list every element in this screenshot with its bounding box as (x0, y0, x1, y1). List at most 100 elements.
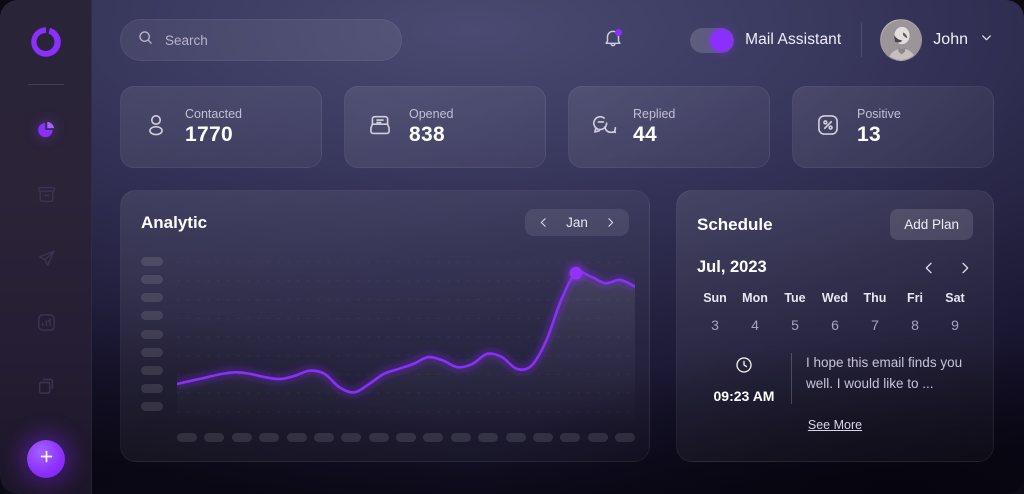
x-tick-placeholder (587, 432, 608, 442)
x-axis-placeholders (177, 421, 635, 447)
analytic-card: Analytic Jan (120, 190, 650, 462)
x-tick-placeholder (396, 432, 416, 442)
notifications-button[interactable] (598, 25, 628, 55)
sidebar-item-archive[interactable] (25, 173, 67, 215)
x-tick-placeholder (341, 432, 362, 442)
person-icon (143, 112, 169, 143)
search-input[interactable] (165, 32, 385, 48)
mail-assistant-control: Mail Assistant (690, 27, 841, 53)
calendar-weekday: Wed (821, 291, 849, 305)
profile-name: John (933, 31, 968, 48)
calendar-day[interactable]: 8 (911, 317, 919, 333)
avatar (880, 19, 923, 61)
calendar-day[interactable]: 3 (711, 317, 719, 333)
chart-svg (177, 253, 635, 421)
paper-plane-icon (36, 248, 57, 269)
top-header: Mail Assistant John (120, 18, 994, 62)
stat-card-contacted[interactable]: Contacted 1770 (120, 86, 322, 168)
percent-square-icon (815, 112, 841, 143)
event-time-block: 09:23 AM (697, 353, 791, 404)
calendar-day[interactable]: 7 (871, 317, 879, 333)
mail-assistant-toggle[interactable] (690, 27, 735, 53)
calendar-day[interactable]: 5 (791, 317, 799, 333)
stat-label: Contacted (185, 107, 242, 121)
copy-icon (36, 376, 57, 397)
calendar-weekday: Sun (703, 291, 727, 305)
sidebar-nav (25, 109, 67, 471)
stat-value: 44 (633, 123, 657, 146)
calendar-weekday: Thu (863, 291, 887, 305)
x-tick-placeholder (231, 432, 252, 442)
sidebar (0, 0, 92, 494)
event-preview-text: I hope this email finds you well. I woul… (806, 355, 963, 391)
chevron-down-icon[interactable] (979, 30, 994, 50)
y-tick-placeholder (141, 311, 163, 321)
x-tick-placeholder (478, 432, 499, 442)
add-plan-button[interactable]: Add Plan (890, 209, 973, 240)
calendar-prev-chevron-left-icon[interactable] (921, 260, 937, 276)
stat-label: Opened (409, 107, 454, 121)
sidebar-item-dashboard[interactable] (25, 109, 67, 151)
search-icon (137, 29, 154, 51)
event-time: 09:23 AM (713, 388, 775, 404)
calendar-next-chevron-right-icon[interactable] (957, 260, 973, 276)
header-divider (861, 23, 863, 57)
chart-highlight-point (569, 266, 583, 280)
search-bar[interactable] (120, 19, 402, 61)
chevron-left-icon[interactable] (537, 216, 550, 229)
y-tick-placeholder (141, 383, 163, 393)
sidebar-divider (28, 84, 64, 85)
notification-badge (615, 29, 623, 36)
x-tick-placeholder (450, 432, 471, 442)
stat-card-opened[interactable]: Opened 838 (344, 86, 546, 168)
logo-ring-icon[interactable] (26, 22, 66, 62)
calendar-day[interactable]: 6 (831, 317, 839, 333)
y-tick-placeholder (141, 275, 163, 285)
stat-value: 13 (857, 123, 881, 146)
chart-square-icon (36, 312, 57, 333)
event-divider (791, 353, 792, 404)
chevron-right-icon[interactable] (604, 216, 617, 229)
x-tick-placeholder (177, 432, 197, 442)
add-button[interactable] (27, 440, 65, 478)
month-picker[interactable]: Jan (525, 209, 629, 236)
main-content: Mail Assistant John (92, 0, 1024, 494)
x-tick-placeholder (532, 432, 553, 442)
header-actions: Mail Assistant John (598, 19, 994, 61)
stats-row: Contacted 1770 Opened 838 (120, 86, 994, 168)
line-chart[interactable] (177, 253, 635, 421)
month-value: Jan (566, 215, 588, 230)
calendar-weekday: Sat (945, 291, 965, 305)
stat-card-replied[interactable]: Replied 44 (568, 86, 770, 168)
calendar-weekdays: Sun Mon Tue Wed Thu Fri Sat (697, 291, 973, 305)
calendar-header: Jul, 2023 (697, 258, 973, 277)
schedule-card: Schedule Add Plan Jul, 2023 (676, 190, 994, 462)
x-tick-placeholder (615, 432, 635, 442)
y-tick-placeholder (141, 329, 163, 339)
pie-chart-icon (35, 119, 57, 141)
plus-icon (38, 448, 55, 470)
sidebar-item-reports[interactable] (25, 301, 67, 343)
sidebar-item-templates[interactable] (25, 365, 67, 407)
x-tick-placeholder (313, 432, 334, 442)
schedule-event[interactable]: 09:23 AM I hope this email finds you wel… (697, 353, 973, 404)
calendar-days: 3 4 5 6 7 8 9 (697, 317, 973, 333)
profile-menu[interactable]: John (880, 19, 994, 61)
plot-column (167, 253, 635, 447)
stat-card-positive[interactable]: Positive 13 (792, 86, 994, 168)
y-tick-placeholder (141, 402, 163, 411)
chart-area-fill (177, 271, 635, 421)
clock-icon (734, 355, 754, 380)
y-tick-placeholder (141, 257, 163, 266)
calendar-day[interactable]: 9 (951, 317, 959, 333)
see-more-link[interactable]: See More (807, 418, 863, 432)
sidebar-item-send[interactable] (25, 237, 67, 279)
x-tick-placeholder (204, 432, 225, 442)
calendar-weekday: Tue (784, 291, 806, 305)
calendar-weekday: Fri (907, 291, 923, 305)
calendar-day[interactable]: 4 (751, 317, 759, 333)
y-tick-placeholder (141, 293, 163, 303)
analytic-title: Analytic (141, 212, 208, 232)
archive-box-icon (36, 184, 57, 205)
